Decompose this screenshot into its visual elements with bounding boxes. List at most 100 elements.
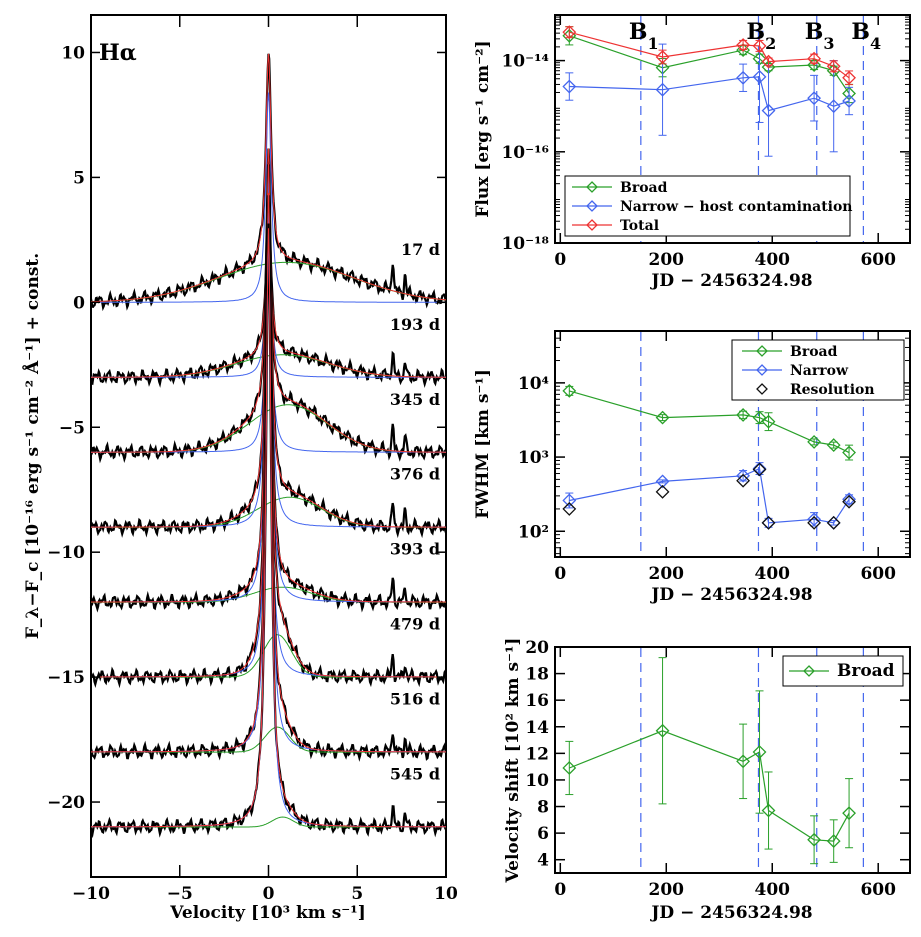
legend-label: Broad <box>837 661 895 681</box>
data-point <box>736 468 751 483</box>
narrow-component-line <box>91 92 446 303</box>
y-tick-label: 4 <box>537 851 549 871</box>
legend-label: Broad <box>790 344 838 360</box>
data-point <box>842 94 856 108</box>
velocity-legend: Broad <box>782 655 904 687</box>
epoch-label: 193 d <box>390 315 440 334</box>
data-point <box>736 473 751 488</box>
velocity-shift-panel: 4 6 8 10 12 14 16 18 20 0 200 400 600 Broad JD − 24… <box>503 638 911 923</box>
legend-label: Total <box>620 218 659 234</box>
epoch-label: 376 d <box>390 465 440 484</box>
data-point <box>752 69 767 84</box>
x-tick-label: 400 <box>754 250 790 270</box>
left-y-tick-label: −20 <box>47 793 85 813</box>
legend-marker <box>586 181 598 193</box>
data-point <box>752 38 767 53</box>
flux-legend-box <box>564 175 851 237</box>
series-line <box>569 31 850 79</box>
total-fit-line <box>91 164 446 603</box>
data-point <box>826 515 841 530</box>
data-point <box>842 494 856 509</box>
velocity-plot-frame <box>554 646 911 874</box>
series-line <box>569 467 850 524</box>
epoch-label: 393 d <box>390 540 440 559</box>
legend-label: Broad <box>620 180 668 196</box>
data-point <box>826 438 841 453</box>
data-point <box>826 99 841 114</box>
y-tick-label: 12 <box>525 744 549 764</box>
data-point <box>655 82 670 97</box>
data-point <box>562 502 577 516</box>
legend-label: Narrow <box>790 363 849 379</box>
data-point <box>655 50 670 64</box>
y-tick-label: 10⁻¹⁸ <box>501 234 549 254</box>
epoch-labels: 17 d 193 d 345 d 376 d 393 d 479 d 516 d 545 d <box>390 240 440 784</box>
left-x-tick-label: 10 <box>434 884 458 904</box>
y-tick-label: 18 <box>525 665 549 685</box>
data-point <box>562 493 577 508</box>
y-tick-label: 14 <box>525 718 549 738</box>
flux-y-ticks: 10⁻¹⁸ 10⁻¹⁶ 10⁻¹⁴ <box>501 16 910 254</box>
fwhm-x-ticks: 0 200 400 600 <box>554 331 896 584</box>
data-point <box>655 723 670 738</box>
data-point <box>807 51 822 66</box>
series-line <box>569 76 850 112</box>
data-point <box>736 43 751 58</box>
data-point <box>842 70 856 85</box>
left-x-ticks: −10 −5 0 5 10 <box>72 15 458 904</box>
velocity-legend-items: Broad <box>789 661 895 681</box>
left-x-tick-label: −5 <box>167 884 193 904</box>
fwhm-x-axis-label: JD − 2456324.98 <box>649 585 812 605</box>
y-tick-label: 16 <box>525 691 549 711</box>
data-point <box>842 445 856 460</box>
x-tick-label: 0 <box>554 250 566 270</box>
data-point <box>752 410 767 425</box>
data-point <box>562 383 577 398</box>
halpha-panel-title: Hα <box>99 40 137 66</box>
epoch-label: 545 d <box>390 765 440 784</box>
phase-label-main: B <box>629 19 648 45</box>
velocity-series <box>562 657 856 865</box>
data-point <box>655 484 670 499</box>
x-tick-label: 600 <box>860 250 896 270</box>
data-point <box>842 492 856 507</box>
flux-y-axis-label: Flux [erg s⁻¹ cm⁻²] <box>473 40 493 217</box>
phase-label-subscript: 4 <box>870 34 881 53</box>
data-point <box>842 806 856 821</box>
data-point <box>752 461 767 476</box>
data-point <box>761 515 776 530</box>
left-y-ticks: 10 5 0 −5 −10 −15 −20 <box>47 43 446 813</box>
left-x-axis-label: Velocity [10³ km s⁻¹] <box>169 903 365 923</box>
broad-component-line <box>91 586 446 603</box>
y-tick-label: 6 <box>537 824 549 844</box>
left-y-tick-label: −5 <box>59 418 85 438</box>
left-y-tick-label: 5 <box>73 168 85 188</box>
x-tick-label: 200 <box>649 564 685 584</box>
flux-series <box>562 25 856 157</box>
x-tick-label: 400 <box>754 880 790 900</box>
halpha-spectra-panel: Hα 10 5 0 −5 −10 −15 −20 −10 −5 0 5 10 17 d 193 d 34… <box>21 14 458 923</box>
data-point <box>807 91 822 106</box>
fwhm-y-ticks: 10² 10³ 10⁴ <box>518 337 910 555</box>
flux-x-axis-label: JD − 2456324.98 <box>649 271 812 291</box>
phase-label-B3: B3 <box>805 19 835 53</box>
y-tick-label: 10⁻¹⁶ <box>501 143 549 163</box>
flux-legend: Broad Narrow − host contamination Total <box>564 175 853 237</box>
data-point <box>807 832 822 847</box>
epoch-label: 516 d <box>390 690 440 709</box>
data-point <box>736 754 751 769</box>
data-point <box>807 435 822 449</box>
velocity-x-ticks: 0 200 400 600 <box>554 647 896 900</box>
y-tick-label: 10² <box>518 522 549 542</box>
spectra-curves <box>89 53 448 839</box>
left-y-tick-label: 0 <box>73 293 85 313</box>
fwhm-y-axis-label: FWHM [km s⁻¹] <box>473 369 493 519</box>
phase-label-B2: B2 <box>746 19 776 53</box>
left-x-tick-label: 0 <box>263 884 275 904</box>
y-tick-label: 8 <box>537 798 549 818</box>
data-point <box>761 414 776 429</box>
data-point <box>826 834 841 849</box>
x-tick-label: 0 <box>554 880 566 900</box>
